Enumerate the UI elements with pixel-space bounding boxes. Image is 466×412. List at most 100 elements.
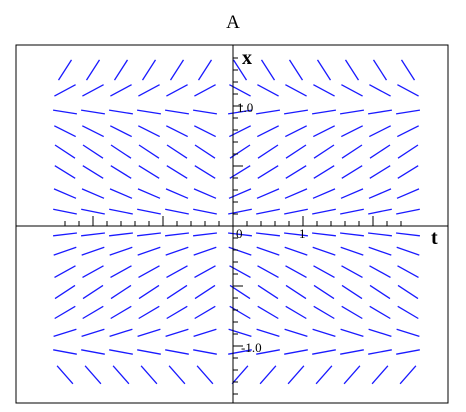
slope-segment (227, 109, 253, 115)
slope-segment (397, 125, 419, 138)
slope-segment (193, 246, 217, 256)
slope-segment (193, 328, 217, 338)
slope-segment (193, 232, 217, 237)
slope-segment (257, 125, 279, 138)
slope-segment (284, 232, 308, 237)
slope-segment (166, 265, 188, 278)
slope-segment (288, 59, 304, 81)
slope-segment (53, 208, 77, 215)
slope-segment (340, 328, 364, 338)
slope-segment (165, 328, 189, 338)
slope-segment (396, 328, 420, 338)
slope-segment (284, 188, 308, 199)
slope-segment (285, 165, 307, 179)
slope-segment (194, 125, 216, 138)
slope-segment (228, 188, 252, 199)
slope-segment (312, 349, 336, 355)
slope-segment (166, 284, 188, 300)
slope-segment (315, 365, 333, 385)
slope-segment (112, 365, 130, 385)
slope-segment (232, 59, 248, 81)
slope-segment (396, 246, 420, 256)
slope-segment (368, 208, 392, 215)
slope-segment (228, 328, 252, 338)
slope-segment (369, 284, 391, 300)
slope-segment (165, 208, 189, 215)
slope-segment (285, 305, 307, 320)
slope-segment (138, 265, 160, 278)
slope-segment (166, 305, 188, 320)
slope-segment (257, 305, 279, 320)
slope-segment (312, 188, 336, 199)
slope-segment (340, 246, 364, 256)
slope-segment (194, 144, 216, 159)
slope-segment (256, 246, 280, 256)
slope-segment (341, 125, 363, 138)
slope-segment (399, 365, 417, 385)
slope-segment (194, 284, 216, 300)
slope-segment (341, 165, 363, 179)
slope-segment (312, 246, 336, 256)
slope-segment (197, 59, 213, 81)
slope-segment (53, 349, 77, 355)
slope-segment (109, 349, 133, 355)
slope-segment (54, 84, 76, 97)
slope-segment (397, 265, 419, 278)
slope-segment (312, 208, 336, 215)
slope-segment (369, 165, 391, 179)
slope-segment (165, 246, 189, 256)
slope-segment (109, 208, 133, 215)
slope-segment (369, 84, 391, 97)
slope-segment (169, 59, 185, 81)
slope-segment (81, 232, 105, 237)
slope-segment (194, 165, 216, 179)
slope-segment (371, 365, 389, 385)
slope-segment (257, 165, 279, 179)
slope-segment (340, 208, 364, 215)
slope-segment (138, 144, 160, 159)
slope-segment (285, 84, 307, 97)
slope-segment (166, 84, 188, 97)
slope-segment (137, 208, 161, 215)
slope-segment (109, 328, 133, 338)
slope-segment (344, 59, 360, 81)
slope-segment (397, 305, 419, 320)
slope-segment (56, 365, 74, 385)
slope-segment (54, 144, 76, 159)
slope-segment (166, 165, 188, 179)
slope-segment (287, 365, 305, 385)
slope-segment (284, 246, 308, 256)
slope-segment (312, 328, 336, 338)
slope-segment (84, 365, 102, 385)
slope-segment (168, 365, 186, 385)
slope-segment (369, 144, 391, 159)
slope-segment (284, 328, 308, 338)
slope-segment (137, 349, 161, 355)
slope-segment (396, 349, 420, 355)
slope-segment (316, 59, 332, 81)
slope-segment (52, 109, 78, 115)
slope-segment (228, 232, 252, 237)
slope-segment (396, 232, 420, 237)
slope-segment (110, 125, 132, 138)
slope-segment (137, 232, 161, 237)
slope-segment (285, 265, 307, 278)
slope-segment (368, 232, 392, 237)
slope-segment (313, 125, 335, 138)
slope-segment (369, 305, 391, 320)
slope-segment (109, 232, 133, 237)
slope-segment (284, 349, 308, 355)
slope-segment (312, 232, 336, 237)
slope-segment (53, 246, 77, 256)
slope-segment (82, 265, 104, 278)
slope-segment (166, 125, 188, 138)
slope-segment (81, 188, 105, 199)
slope-segment (85, 59, 101, 81)
slope-segment (368, 328, 392, 338)
slope-segment (193, 208, 217, 215)
slope-segment (109, 246, 133, 256)
slope-segment (340, 188, 364, 199)
slope-segment (194, 265, 216, 278)
slope-segment (313, 144, 335, 159)
